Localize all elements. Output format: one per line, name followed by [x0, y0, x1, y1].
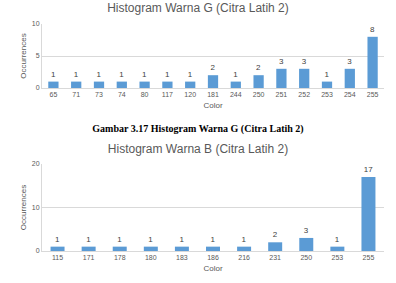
svg-text:74: 74: [118, 91, 126, 98]
svg-text:255: 255: [363, 254, 375, 261]
svg-text:115: 115: [52, 254, 63, 261]
svg-text:250: 250: [300, 254, 312, 261]
svg-text:65: 65: [50, 91, 58, 98]
svg-text:2: 2: [211, 63, 216, 72]
svg-text:Occurrences: Occurrences: [19, 185, 28, 230]
svg-text:1: 1: [242, 235, 247, 244]
svg-text:3: 3: [304, 226, 309, 235]
svg-text:181: 181: [207, 91, 219, 98]
svg-text:1: 1: [97, 70, 102, 79]
svg-text:1: 1: [117, 235, 122, 244]
svg-text:117: 117: [162, 91, 173, 98]
svg-text:1: 1: [119, 70, 124, 79]
svg-text:178: 178: [114, 254, 126, 261]
svg-text:3: 3: [347, 57, 352, 66]
svg-text:8: 8: [370, 25, 375, 34]
svg-text:1: 1: [51, 70, 56, 79]
svg-text:1: 1: [325, 70, 330, 79]
svg-text:3: 3: [279, 57, 284, 66]
svg-text:Color: Color: [203, 264, 222, 273]
svg-text:186: 186: [207, 254, 219, 261]
svg-text:Occurrences: Occurrences: [19, 33, 28, 78]
svg-text:1: 1: [233, 70, 238, 79]
svg-text:Histogram Warna B (Citra Latih: Histogram Warna B (Citra Latih 2): [108, 142, 288, 156]
svg-text:1: 1: [188, 70, 193, 79]
svg-text:183: 183: [176, 254, 188, 261]
svg-text:255: 255: [367, 91, 379, 98]
svg-text:252: 252: [298, 91, 310, 98]
svg-text:180: 180: [145, 254, 157, 261]
svg-text:250: 250: [253, 91, 265, 98]
svg-text:20: 20: [32, 160, 40, 167]
svg-text:1: 1: [211, 235, 216, 244]
svg-text:71: 71: [72, 91, 80, 98]
svg-text:10: 10: [32, 20, 40, 27]
svg-text:5: 5: [36, 52, 40, 59]
svg-text:120: 120: [184, 91, 196, 98]
svg-text:231: 231: [269, 254, 281, 261]
svg-text:0: 0: [36, 84, 40, 91]
svg-text:1: 1: [86, 235, 91, 244]
svg-text:253: 253: [332, 254, 344, 261]
svg-text:73: 73: [95, 91, 103, 98]
svg-text:2: 2: [273, 230, 278, 239]
svg-text:Histogram Warna G (Citra Latih: Histogram Warna G (Citra Latih 2): [107, 1, 289, 15]
svg-text:1: 1: [74, 70, 79, 79]
svg-text:1: 1: [165, 70, 170, 79]
svg-text:17: 17: [364, 165, 373, 174]
svg-text:1: 1: [179, 235, 184, 244]
svg-text:Color: Color: [203, 101, 222, 110]
svg-text:1: 1: [55, 235, 60, 244]
svg-text:2: 2: [256, 63, 261, 72]
svg-text:254: 254: [344, 91, 356, 98]
html-text:Gambar 3.17 Histogram Warna G: Gambar 3.17 Histogram Warna G (Citra Lat…: [92, 123, 304, 134]
svg-text:244: 244: [230, 91, 242, 98]
svg-text:0: 0: [36, 247, 40, 254]
svg-text:253: 253: [321, 91, 333, 98]
svg-text:10: 10: [32, 204, 40, 211]
svg-text:3: 3: [302, 57, 307, 66]
svg-text:1: 1: [335, 235, 340, 244]
svg-text:251: 251: [276, 91, 288, 98]
svg-text:216: 216: [238, 254, 250, 261]
svg-text:1: 1: [142, 70, 147, 79]
svg-text:1: 1: [148, 235, 153, 244]
svg-text:171: 171: [83, 254, 95, 261]
svg-text:80: 80: [141, 91, 149, 98]
